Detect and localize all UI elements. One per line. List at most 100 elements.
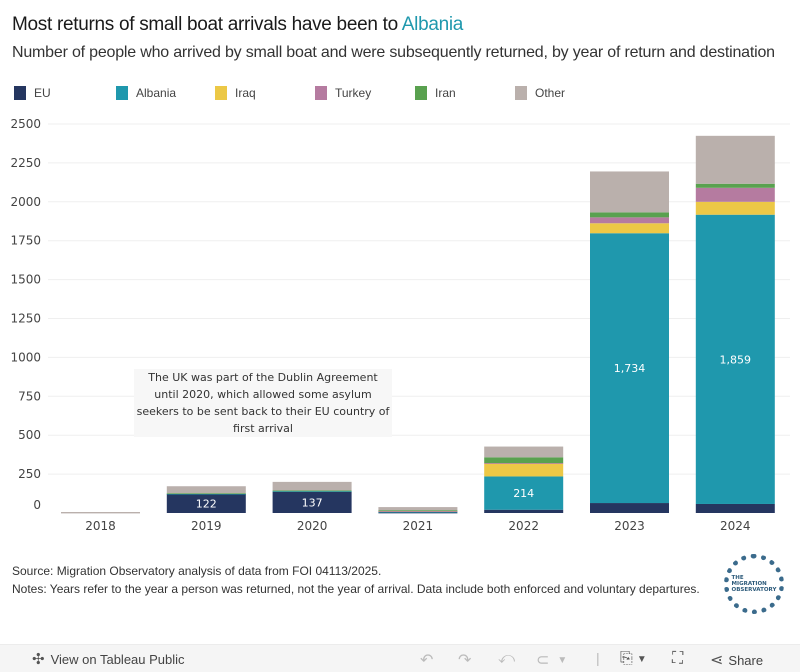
bars: 122 137 214 1,734 1,859 bbox=[61, 135, 775, 514]
bar-segment-albania[interactable] bbox=[166, 493, 246, 495]
bar-segment-iraq[interactable] bbox=[695, 201, 775, 215]
bar-segment-iran[interactable] bbox=[590, 212, 669, 218]
bar-segment-iran[interactable] bbox=[272, 490, 352, 492]
y-tick-label: 1750 bbox=[10, 234, 41, 248]
legend-swatch bbox=[215, 86, 227, 100]
y-tick-label: 1000 bbox=[10, 350, 41, 364]
bar-stack-2020[interactable]: 137 bbox=[272, 481, 352, 513]
bar-segment-eu[interactable] bbox=[484, 509, 564, 513]
y-tick-label: 750 bbox=[18, 389, 41, 403]
y-tick-label: 2000 bbox=[10, 195, 41, 209]
bar-segment-other[interactable] bbox=[484, 446, 564, 458]
legend-item-iraq[interactable]: Iraq bbox=[215, 86, 256, 100]
view-on-tableau-button[interactable]: ✣ View on Tableau Public bbox=[32, 650, 185, 668]
download-button[interactable]: ⎘ ▼ bbox=[620, 650, 647, 668]
bar-segment-other[interactable] bbox=[166, 486, 246, 494]
legend-item-other[interactable]: Other bbox=[515, 86, 565, 100]
x-tick-label: 2018 bbox=[85, 519, 116, 533]
x-tick-label: 2019 bbox=[191, 519, 222, 533]
bar-segment-albania[interactable] bbox=[272, 491, 352, 492]
bar-segment-other[interactable] bbox=[378, 507, 458, 511]
legend-label: Iran bbox=[435, 86, 456, 100]
legend-label: Iraq bbox=[235, 86, 256, 100]
bar-segment-other[interactable] bbox=[61, 512, 140, 514]
caret-down-icon: ▼ bbox=[636, 653, 647, 665]
undo-button[interactable]: ↶ bbox=[420, 650, 433, 670]
legend-swatch bbox=[515, 86, 527, 100]
view-on-tableau-label: View on Tableau Public bbox=[50, 651, 185, 667]
x-tick-label: 2023 bbox=[614, 519, 645, 533]
share-icon: ⋖ bbox=[710, 652, 724, 669]
migration-observatory-logo[interactable]: THE MIGRATION OBSERVATORY bbox=[724, 554, 784, 614]
revert-button[interactable]: ⤺ bbox=[498, 650, 515, 668]
legend-label: EU bbox=[34, 86, 51, 100]
x-tick-label: 2020 bbox=[297, 519, 328, 533]
legend-item-turkey[interactable]: Turkey bbox=[315, 86, 371, 100]
x-tick-label: 2022 bbox=[508, 519, 539, 533]
bar-stack-2021[interactable] bbox=[378, 507, 458, 514]
legend-swatch bbox=[116, 86, 128, 100]
legend-item-eu[interactable]: EU bbox=[14, 86, 51, 100]
y-tick-label: 0 bbox=[33, 498, 41, 512]
bar-stack-2024[interactable]: 1,859 bbox=[695, 135, 775, 513]
bar-segment-turkey[interactable] bbox=[695, 187, 775, 202]
legend-item-iran[interactable]: Iran bbox=[415, 86, 456, 100]
bar-segment-eu[interactable] bbox=[378, 512, 458, 514]
download-icon: ⎘ bbox=[620, 650, 633, 667]
logo-line: OBSERVATORY bbox=[731, 587, 777, 593]
bar-segment-turkey[interactable] bbox=[484, 463, 564, 464]
bar-segment-albania[interactable] bbox=[695, 214, 775, 504]
bar-segment-eu[interactable] bbox=[695, 503, 775, 513]
bar-stack-2022[interactable]: 214 bbox=[484, 446, 564, 513]
bar-segment-turkey[interactable] bbox=[590, 217, 669, 224]
bar-segment-other[interactable] bbox=[590, 171, 669, 213]
bar-value-label: 137 bbox=[302, 496, 323, 509]
bar-segment-iraq[interactable] bbox=[590, 223, 669, 234]
tableau-logo-icon: ✣ bbox=[32, 651, 45, 668]
legend-label: Albania bbox=[136, 86, 177, 100]
x-tick-label: 2021 bbox=[403, 519, 434, 533]
chart-title: Most returns of small boat arrivals have… bbox=[12, 14, 463, 36]
bar-segment-albania[interactable] bbox=[590, 233, 669, 504]
logo-line: MIGRATION bbox=[731, 581, 767, 587]
bar-segment-eu[interactable] bbox=[272, 491, 352, 513]
legend-label: Other bbox=[535, 86, 566, 100]
revert-icon: ⤺ bbox=[498, 650, 516, 667]
bar-value-label: 214 bbox=[513, 487, 534, 500]
fullscreen-button[interactable]: ⛶ bbox=[672, 650, 683, 668]
bar-stack-2023[interactable]: 1,734 bbox=[590, 171, 669, 513]
bar-segment-eu[interactable] bbox=[590, 503, 669, 513]
pause-icon: ⊂ bbox=[536, 652, 550, 669]
bar-segment-iran[interactable] bbox=[484, 457, 564, 464]
bar-segment-turkey[interactable] bbox=[378, 510, 458, 512]
caret-down-icon: ▼ bbox=[557, 654, 568, 666]
source-note: Source: Migration Observatory analysis o… bbox=[12, 564, 382, 578]
legend-item-albania[interactable]: Albania bbox=[116, 86, 176, 100]
bar-segment-other[interactable] bbox=[272, 481, 352, 491]
fullscreen-icon: ⛶ bbox=[672, 650, 684, 667]
bar-segment-eu[interactable] bbox=[166, 494, 246, 513]
bar-segment-iran[interactable] bbox=[378, 510, 458, 511]
bar-segment-iran[interactable] bbox=[695, 183, 775, 188]
footer: Source: Migration Observatory analysis o… bbox=[12, 562, 712, 598]
bar-stack-2018[interactable] bbox=[61, 512, 140, 514]
notes-text: Notes: Years refer to the year a person … bbox=[12, 582, 700, 596]
y-tick-label: 2250 bbox=[10, 156, 41, 170]
x-axis: 2018 2019 2020 2021 2022 2023 2024 bbox=[85, 519, 750, 533]
y-tick-label: 2500 bbox=[10, 117, 41, 131]
bar-segment-iran[interactable] bbox=[166, 493, 246, 495]
pause-button[interactable]: ⊂ ▼ bbox=[536, 650, 567, 670]
bar-segment-albania[interactable] bbox=[484, 476, 564, 510]
redo-button[interactable]: ↷ bbox=[458, 650, 471, 670]
share-button[interactable]: ⋖ Share bbox=[710, 650, 763, 670]
bar-stack-2019[interactable]: 122 bbox=[166, 486, 246, 513]
bar-segment-other[interactable] bbox=[695, 135, 775, 184]
y-tick-label: 1250 bbox=[10, 312, 41, 326]
bar-segment-iraq[interactable] bbox=[484, 463, 564, 477]
legend-swatch bbox=[315, 86, 327, 100]
y-tick-label: 250 bbox=[18, 467, 41, 481]
legend-swatch bbox=[14, 86, 26, 100]
x-tick-label: 2024 bbox=[720, 519, 751, 533]
bar-chart: 0 250 500 750 1000 1250 1500 1750 2000 2250 2500 1… bbox=[10, 117, 790, 533]
tableau-toolbar: ✣ View on Tableau Public ↶ ↷ ⤺ ⊂ ▼ | ⎘ ▼ ⛶… bbox=[0, 644, 800, 672]
